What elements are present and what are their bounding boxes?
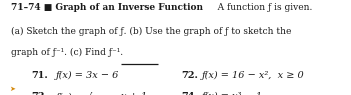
Text: graph of ƒ⁻¹. (c) Find ƒ⁻¹.: graph of ƒ⁻¹. (c) Find ƒ⁻¹.: [11, 48, 122, 57]
Text: 71.: 71.: [32, 71, 48, 80]
Text: A function ƒ is given.: A function ƒ is given.: [209, 3, 312, 12]
Text: ƒ(x) = √: ƒ(x) = √: [56, 92, 93, 95]
Text: (a) Sketch the graph of ƒ. (b) Use the graph of ƒ to sketch the: (a) Sketch the graph of ƒ. (b) Use the g…: [11, 27, 291, 36]
Text: 71–74 ■ Graph of an Inverse Function: 71–74 ■ Graph of an Inverse Function: [11, 3, 203, 12]
Text: ➤: ➤: [9, 86, 15, 92]
Text: x + 1: x + 1: [121, 92, 147, 95]
Text: 72.: 72.: [181, 71, 198, 80]
Text: 73.: 73.: [32, 92, 48, 95]
Text: 74.: 74.: [181, 92, 198, 95]
Text: ƒ(x) = x³ − 1: ƒ(x) = x³ − 1: [202, 92, 263, 95]
Text: ƒ(x) = 16 − x²,  x ≥ 0: ƒ(x) = 16 − x², x ≥ 0: [202, 71, 305, 80]
Text: ƒ(x) = 3x − 6: ƒ(x) = 3x − 6: [56, 71, 120, 80]
